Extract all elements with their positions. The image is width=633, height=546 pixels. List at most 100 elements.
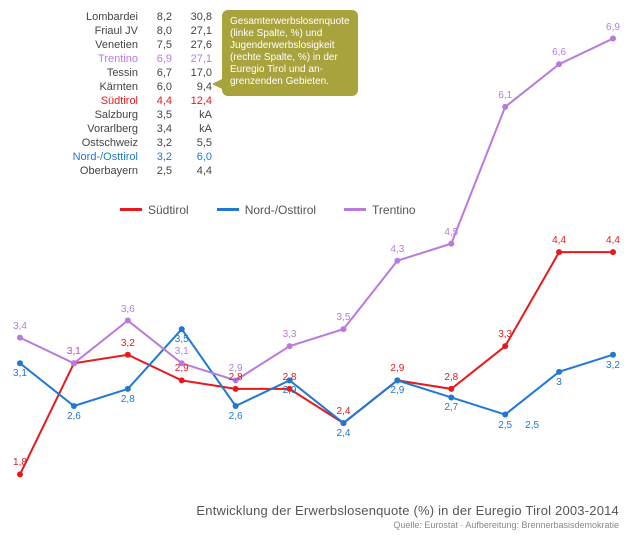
legend-item: Trentino bbox=[344, 203, 416, 217]
region-total: 4,4 bbox=[146, 94, 178, 108]
legend-label: Südtirol bbox=[148, 203, 189, 217]
legend: Südtirol Nord-/Osttirol Trentino bbox=[120, 200, 444, 217]
series-point bbox=[502, 412, 508, 418]
series-point bbox=[448, 394, 454, 400]
series-point bbox=[340, 420, 346, 426]
region-total: 3,4 bbox=[146, 122, 178, 136]
region-youth: 17,0 bbox=[178, 66, 212, 80]
series-point bbox=[71, 403, 77, 409]
series-point bbox=[502, 343, 508, 349]
series-point bbox=[610, 36, 616, 42]
region-youth: kA bbox=[178, 122, 212, 136]
region-total: 3,2 bbox=[146, 150, 178, 164]
region-youth: kA bbox=[178, 108, 212, 122]
series-point bbox=[17, 360, 23, 366]
series-point bbox=[287, 386, 293, 392]
region-name: Lombardei bbox=[60, 10, 146, 24]
callout-text: Gesamterwerbslosen­quote (linke Spalte, … bbox=[230, 16, 350, 87]
series-point bbox=[71, 360, 77, 366]
series-point bbox=[233, 403, 239, 409]
series-point bbox=[17, 335, 23, 341]
series-point bbox=[448, 386, 454, 392]
series-point bbox=[556, 249, 562, 255]
legend-label: Nord-/Osttirol bbox=[245, 203, 316, 217]
series-point bbox=[394, 377, 400, 383]
region-row: Trentino6,927,1 bbox=[60, 52, 212, 66]
region-row: Kärnten6,09,4 bbox=[60, 80, 212, 94]
callout-bubble: Gesamterwerbslosen­quote (linke Spalte, … bbox=[222, 10, 358, 96]
series-point bbox=[179, 377, 185, 383]
region-name: Trentino bbox=[60, 52, 146, 66]
series-line-suedtirol bbox=[20, 252, 613, 474]
region-total: 6,7 bbox=[146, 66, 178, 80]
chart-caption: Entwicklung der Erwerbslosenquote (%) in… bbox=[196, 503, 619, 530]
caption-title: Entwicklung der Erwerbslosenquote (%) in… bbox=[196, 503, 619, 518]
legend-swatch bbox=[344, 208, 366, 211]
legend-swatch bbox=[120, 208, 142, 211]
caption-source: Quelle: Eurostat · Aufbereitung: Brenner… bbox=[196, 520, 619, 530]
region-name: Nord-/Osttirol bbox=[60, 150, 146, 164]
series-line-nordosttirol bbox=[20, 329, 613, 423]
series-point bbox=[287, 343, 293, 349]
region-youth: 4,4 bbox=[178, 164, 212, 178]
region-youth: 27,6 bbox=[178, 38, 212, 52]
region-total: 7,5 bbox=[146, 38, 178, 52]
series-point bbox=[233, 386, 239, 392]
region-youth: 5,5 bbox=[178, 136, 212, 150]
region-name: Ostschweiz bbox=[60, 136, 146, 150]
region-total: 6,0 bbox=[146, 80, 178, 94]
series-point bbox=[17, 471, 23, 477]
series-point bbox=[233, 377, 239, 383]
region-youth: 9,4 bbox=[178, 80, 212, 94]
series-point bbox=[610, 249, 616, 255]
chart-container: Lombardei8,230,8Friaul JV8,027,1Venetien… bbox=[0, 0, 633, 546]
region-row: Südtirol4,412,4 bbox=[60, 94, 212, 108]
region-total: 8,0 bbox=[146, 24, 178, 38]
region-name: Oberbayern bbox=[60, 164, 146, 178]
series-point bbox=[125, 318, 131, 324]
region-row: Lombardei8,230,8 bbox=[60, 10, 212, 24]
series-point bbox=[610, 352, 616, 358]
region-youth: 12,4 bbox=[178, 94, 212, 108]
regions-table: Lombardei8,230,8Friaul JV8,027,1Venetien… bbox=[60, 10, 212, 178]
series-point bbox=[179, 326, 185, 332]
series-point bbox=[125, 352, 131, 358]
legend-item: Südtirol bbox=[120, 203, 189, 217]
region-name: Salzburg bbox=[60, 108, 146, 122]
series-point bbox=[556, 369, 562, 375]
series-point bbox=[502, 104, 508, 110]
region-total: 8,2 bbox=[146, 10, 178, 24]
region-youth: 30,8 bbox=[178, 10, 212, 24]
region-row: Oberbayern2,54,4 bbox=[60, 164, 212, 178]
series-point bbox=[448, 241, 454, 247]
region-name: Tessin bbox=[60, 66, 146, 80]
region-total: 2,5 bbox=[146, 164, 178, 178]
region-row: Salzburg3,5kA bbox=[60, 108, 212, 122]
legend-item: Nord-/Osttirol bbox=[217, 203, 316, 217]
series-point bbox=[394, 258, 400, 264]
legend-label: Trentino bbox=[372, 203, 416, 217]
legend-swatch bbox=[217, 208, 239, 211]
region-youth: 27,1 bbox=[178, 24, 212, 38]
series-point bbox=[340, 326, 346, 332]
series-point bbox=[287, 377, 293, 383]
region-name: Friaul JV bbox=[60, 24, 146, 38]
region-name: Venetien bbox=[60, 38, 146, 52]
region-youth: 6,0 bbox=[178, 150, 212, 164]
region-total: 6,9 bbox=[146, 52, 178, 66]
region-row: Friaul JV8,027,1 bbox=[60, 24, 212, 38]
series-point bbox=[125, 386, 131, 392]
region-name: Vorarlberg bbox=[60, 122, 146, 136]
series-point bbox=[179, 360, 185, 366]
region-youth: 27,1 bbox=[178, 52, 212, 66]
region-row: Nord-/Osttirol3,26,0 bbox=[60, 150, 212, 164]
region-total: 3,5 bbox=[146, 108, 178, 122]
region-row: Vorarlberg3,4kA bbox=[60, 122, 212, 136]
region-row: Tessin6,717,0 bbox=[60, 66, 212, 80]
region-row: Venetien7,527,6 bbox=[60, 38, 212, 52]
region-name: Südtirol bbox=[60, 94, 146, 108]
region-total: 3,2 bbox=[146, 136, 178, 150]
region-row: Ostschweiz3,25,5 bbox=[60, 136, 212, 150]
region-name: Kärnten bbox=[60, 80, 146, 94]
series-point bbox=[556, 61, 562, 67]
